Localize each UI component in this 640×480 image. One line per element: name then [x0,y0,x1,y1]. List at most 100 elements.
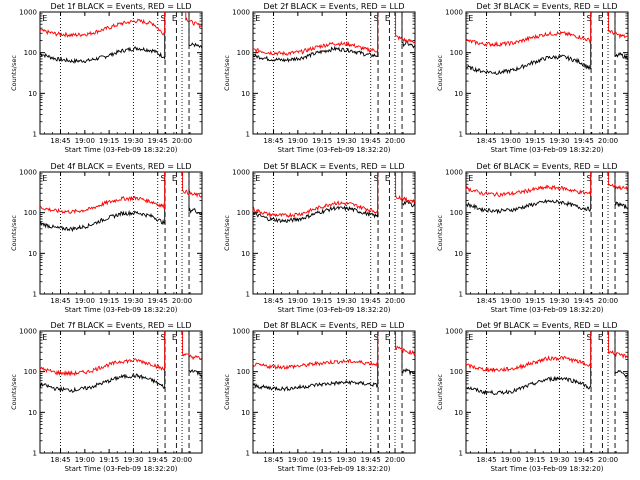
lld-series-line [465,172,592,197]
marker-label-e: E [255,14,260,23]
chart-title: Det 2f BLACK = Events, RED = LLD [263,2,404,11]
plot-frame [252,11,416,135]
x-tick-label: 19:45 [148,137,168,145]
chart-panel-5: Det 5f BLACK = Events, RED = LLD Counts/s… [223,162,416,314]
x-tick-label: 20:00 [598,297,618,305]
chart-title: Det 1f BLACK = Events, RED = LLD [50,2,191,11]
lld-series-line [39,172,166,215]
x-tick-label: 19:00 [288,297,308,305]
y-tick-label: 10 [454,90,463,98]
x-tick-label: 18:45 [50,137,70,145]
y-tick-label: 100 [24,368,37,376]
lld-series-line [252,331,379,370]
lld-series-line-after [608,172,629,192]
events-series-line [465,12,592,76]
x-tick-label: 19:45 [574,456,594,464]
y-tick-label: 1 [33,291,37,299]
x-tick-label: 19:00 [501,297,521,305]
chart-title: Det 3f BLACK = Events, RED = LLD [476,2,617,11]
x-tick-label: 20:00 [598,137,618,145]
x-tick-label: 19:45 [148,456,168,464]
marker-label-s: S [374,333,379,342]
chart-panel-4: Det 4f BLACK = Events, RED = LLD Counts/s… [10,162,203,314]
lld-series-line-after [185,12,203,29]
x-tick-label: 19:45 [361,297,381,305]
lld-series-line [465,331,592,373]
chart-panel-3: Det 3f BLACK = Events, RED = LLD Counts/s… [436,2,629,154]
events-series-line-after [614,172,629,210]
chart-panel-1: Det 1f BLACK = Events, RED = LLD Counts/s… [10,2,203,154]
x-tick-label: 19:30 [549,456,569,464]
y-axis-label: Counts/sec [436,55,444,91]
y-tick-label: 10 [241,90,250,98]
marker-label-s: S [374,14,379,23]
lld-series-line [252,172,379,218]
x-tick-label: 19:45 [148,297,168,305]
x-tick-label: 19:30 [123,297,143,305]
x-tick-label: 18:45 [263,456,283,464]
y-tick-label: 1000 [19,169,37,177]
x-tick-label: 20:00 [172,137,192,145]
events-series-line [252,172,379,224]
y-tick-label: 100 [450,49,463,57]
x-axis-label: Start Time (03-Feb-09 18:32:20) [490,146,603,154]
plot-frame [39,171,203,295]
y-axis-label: Counts/sec [10,55,18,91]
marker-label-e: E [385,174,390,183]
events-series-line-after [188,12,203,49]
x-tick-label: 19:30 [123,137,143,145]
x-tick-label: 19:30 [336,297,356,305]
y-axis-label: Counts/sec [223,55,231,91]
x-tick-label: 18:45 [50,456,70,464]
y-axis-label: Counts/sec [10,374,18,410]
x-tick-label: 19:45 [361,456,381,464]
events-series-line-after [401,172,416,208]
events-series-line-after [401,12,416,49]
marker-label-s: S [161,14,166,23]
x-tick-label: 19:15 [525,297,545,305]
x-tick-label: 18:45 [476,137,496,145]
events-series-line [252,12,379,63]
y-tick-label: 100 [450,209,463,217]
marker-label-e: E [172,174,177,183]
x-axis-label: Start Time (03-Feb-09 18:32:20) [64,306,177,314]
lld-series-line [39,331,166,377]
chart-panel-2: Det 2f BLACK = Events, RED = LLD Counts/s… [223,2,416,154]
chart-title: Det 9f BLACK = Events, RED = LLD [476,321,617,330]
y-axis-label: Counts/sec [436,215,444,251]
x-tick-label: 20:00 [385,456,405,464]
x-tick-label: 19:45 [574,297,594,305]
y-tick-label: 10 [28,250,37,258]
marker-label-e: E [255,333,260,342]
events-series-line-after [401,331,416,376]
y-tick-label: 1000 [445,169,463,177]
x-tick-label: 19:30 [336,137,356,145]
x-tick-label: 19:15 [312,297,332,305]
chart-panel-8: Det 8f BLACK = Events, RED = LLD Counts/s… [223,321,416,473]
events-series-line [252,331,379,392]
y-tick-label: 100 [237,368,250,376]
marker-label-e: E [172,14,177,23]
lld-series-line-after [182,172,203,199]
x-tick-label: 19:00 [75,137,95,145]
x-tick-label: 19:00 [75,297,95,305]
plot-frame [465,171,629,295]
y-tick-label: 100 [237,209,250,217]
marker-label-e: E [172,333,177,342]
plot-frame [465,330,629,454]
plot-frame [252,330,416,454]
x-tick-label: 19:45 [361,137,381,145]
plot-frame [465,11,629,135]
chart-panel-9: Det 9f BLACK = Events, RED = LLD Counts/s… [436,321,629,473]
lld-series-line-after [395,331,416,356]
x-tick-label: 19:15 [312,456,332,464]
x-axis-label: Start Time (03-Feb-09 18:32:20) [277,306,390,314]
lld-series-line-after [395,172,416,205]
y-tick-label: 10 [454,409,463,417]
x-tick-label: 18:45 [476,297,496,305]
x-tick-label: 18:45 [476,456,496,464]
marker-label-e: E [598,14,603,23]
events-series-line [40,12,166,64]
y-tick-label: 100 [24,209,37,217]
